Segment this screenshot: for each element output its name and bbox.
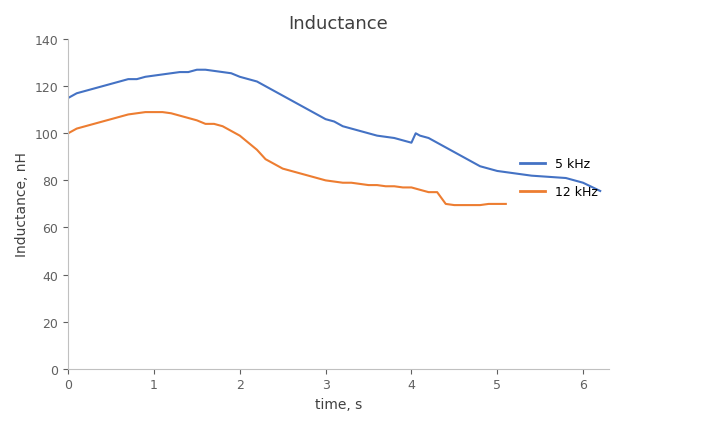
5 kHz: [184, 70, 193, 75]
12 kHz: [141, 110, 150, 115]
5 kHz: [399, 138, 407, 144]
Legend: 5 kHz, 12 kHz: 5 kHz, 12 kHz: [515, 153, 602, 204]
5 kHz: [596, 189, 604, 194]
Line: 12 kHz: 12 kHz: [68, 113, 505, 206]
5 kHz: [476, 164, 485, 170]
Y-axis label: Inductance, nH: Inductance, nH: [15, 152, 29, 257]
Title: Inductance: Inductance: [289, 15, 389, 33]
12 kHz: [450, 203, 459, 208]
12 kHz: [64, 131, 72, 136]
12 kHz: [364, 183, 373, 188]
Line: 5 kHz: 5 kHz: [68, 71, 600, 192]
5 kHz: [193, 68, 201, 73]
5 kHz: [64, 96, 72, 101]
5 kHz: [176, 70, 184, 75]
12 kHz: [338, 181, 347, 186]
12 kHz: [356, 182, 364, 187]
12 kHz: [193, 118, 201, 124]
12 kHz: [412, 187, 420, 192]
12 kHz: [330, 180, 338, 185]
X-axis label: time, s: time, s: [315, 397, 362, 411]
12 kHz: [501, 202, 510, 207]
5 kHz: [561, 176, 570, 181]
5 kHz: [424, 136, 433, 141]
